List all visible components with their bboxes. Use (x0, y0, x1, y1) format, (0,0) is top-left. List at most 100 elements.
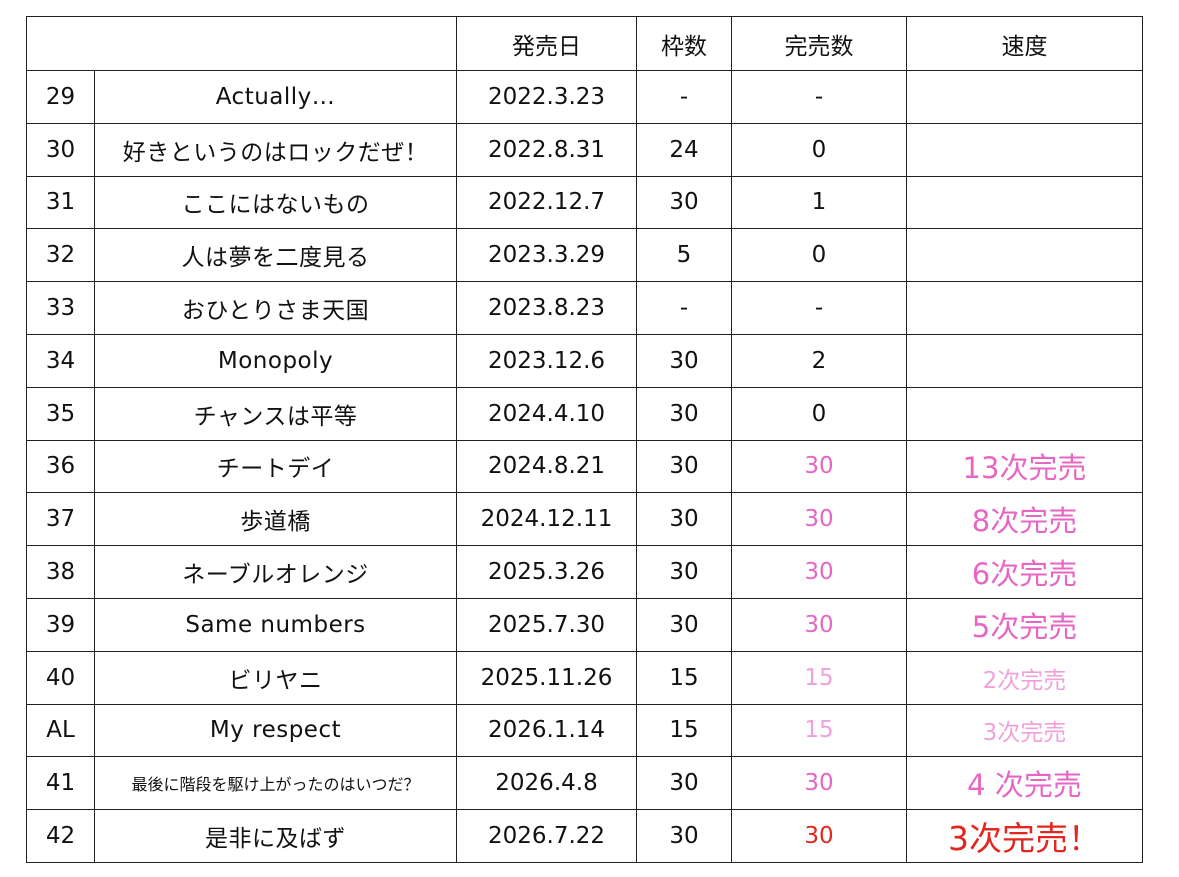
header-sold-out: 完売数 (731, 16, 907, 71)
slots-cell: 15 (636, 703, 732, 758)
release-date-cell: 2026.4.8 (456, 756, 637, 811)
sold-out-count-cell: 0 (731, 228, 907, 283)
table-row: 38 ネーブルオレンジ 2025.3.26 30 30 6次完売 (26, 545, 1143, 599)
sellout-speed-cell (906, 175, 1143, 230)
slots-cell: - (636, 70, 732, 124)
single-title-cell: ネーブルオレンジ (94, 545, 457, 599)
slots-cell: 30 (636, 333, 732, 388)
header-speed: 速度 (906, 16, 1143, 71)
table-row: 42 是非に及ばず 2026.7.22 30 30 3次完売！ (26, 809, 1143, 863)
sellout-speed-cell: 5次完売 (906, 597, 1143, 652)
row-number-cell: 30 (26, 122, 95, 177)
slots-cell: 30 (636, 597, 732, 652)
sellout-speed-cell (906, 70, 1143, 124)
single-title-cell: Same numbers (94, 597, 457, 652)
header-release-date: 発売日 (456, 16, 637, 71)
header-row: 発売日 枠数 完売数 速度 (26, 16, 1143, 71)
single-title-cell: 好きというのはロックだぜ！ (94, 122, 457, 177)
release-date-cell: 2024.8.21 (456, 439, 637, 494)
slots-cell: 30 (636, 756, 732, 811)
sold-out-count-cell: - (731, 281, 907, 335)
table-row: 32 人は夢を二度見る 2023.3.29 5 0 (26, 228, 1143, 283)
sold-out-count-cell: 1 (731, 175, 907, 230)
release-date-cell: 2023.8.23 (456, 281, 637, 335)
sellout-speed-cell (906, 228, 1143, 283)
sellout-speed-cell: 4 次完売 (906, 756, 1143, 811)
table-row: 29 Actually… 2022.3.23- - (26, 70, 1143, 124)
release-date-cell: 2025.11.26 (456, 650, 637, 705)
sold-out-count-cell: 30 (731, 756, 907, 811)
row-number-cell: AL (26, 703, 95, 758)
sales-table: 発売日 枠数 完売数 速度 29 Actually… 2022.3.23- -30 好き… (26, 16, 1143, 863)
slots-cell: 15 (636, 650, 732, 705)
release-date-cell: 2024.12.11 (456, 492, 637, 547)
single-title-cell: チートデイ (94, 439, 457, 494)
row-number-cell: 42 (26, 809, 95, 863)
single-title-cell: 是非に及ばず (94, 809, 457, 863)
release-date-cell: 2023.12.6 (456, 333, 637, 388)
table-row: 37 歩道橋 2024.12.11 30 30 8次完売 (26, 492, 1143, 547)
row-number-cell: 39 (26, 597, 95, 652)
slots-cell: - (636, 281, 732, 335)
sellout-speed-cell: 6次完売 (906, 545, 1143, 599)
slots-cell: 30 (636, 545, 732, 599)
single-title-cell: Actually… (94, 70, 457, 124)
row-number-cell: 35 (26, 386, 95, 441)
release-date-cell: 2022.3.23 (456, 70, 637, 124)
sellout-speed-cell: 3次完売 (906, 703, 1143, 758)
table-row: AL My respect 2026.1.14 15 15 3次完売 (26, 703, 1143, 758)
table-row: 31 ここにはないもの 2022.12.7 30 1 (26, 175, 1143, 230)
row-number-cell: 36 (26, 439, 95, 494)
slots-cell: 30 (636, 809, 732, 863)
release-date-cell: 2025.7.30 (456, 597, 637, 652)
slots-cell: 24 (636, 122, 732, 177)
slots-cell: 30 (636, 492, 732, 547)
row-number-cell: 31 (26, 175, 95, 230)
header-blank (26, 16, 457, 71)
sellout-speed-cell (906, 122, 1143, 177)
sold-out-count-cell: 30 (731, 597, 907, 652)
slots-cell: 5 (636, 228, 732, 283)
sellout-speed-cell: 2次完売 (906, 650, 1143, 705)
sellout-speed-cell: 3次完売！ (906, 809, 1143, 863)
sold-out-count-cell: 15 (731, 703, 907, 758)
sold-out-count-cell: 2 (731, 333, 907, 388)
table-row: 39 Same numbers 2025.7.30 30 30 5次完売 (26, 597, 1143, 652)
sold-out-count-cell: 30 (731, 492, 907, 547)
table-row: 36 チートデイ 2024.8.21 30 30 13次完売 (26, 439, 1143, 494)
sold-out-count-cell: 0 (731, 122, 907, 177)
release-date-cell: 2025.3.26 (456, 545, 637, 599)
slots-cell: 30 (636, 386, 732, 441)
table-row: 35 チャンスは平等 2024.4.10 30 0 (26, 386, 1143, 441)
row-number-cell: 34 (26, 333, 95, 388)
single-title-cell: 歩道橋 (94, 492, 457, 547)
sellout-speed-cell: 13次完売 (906, 439, 1143, 494)
table-header: 発売日 枠数 完売数 速度 (26, 16, 1143, 71)
release-date-cell: 2022.12.7 (456, 175, 637, 230)
single-title-cell: 最後に階段を駆け上がったのはいつだ？ (94, 756, 457, 811)
row-number-cell: 40 (26, 650, 95, 705)
slots-cell: 30 (636, 439, 732, 494)
slots-cell: 30 (636, 175, 732, 230)
sold-out-count-cell: 30 (731, 545, 907, 599)
sold-out-count-cell: 30 (731, 809, 907, 863)
row-number-cell: 41 (26, 756, 95, 811)
sellout-speed-cell: 8次完売 (906, 492, 1143, 547)
table-row: 41 最後に階段を駆け上がったのはいつだ？ 2026.4.8 30 30 4 次完売 (26, 756, 1143, 811)
table-row: 33 おひとりさま天国 2023.8.23- - (26, 281, 1143, 335)
row-number-cell: 33 (26, 281, 95, 335)
sellout-speed-cell (906, 386, 1143, 441)
sellout-speed-cell (906, 281, 1143, 335)
table-row: 40 ビリヤニ 2025.11.26 15 15 2次完売 (26, 650, 1143, 705)
release-date-cell: 2026.1.14 (456, 703, 637, 758)
row-number-cell: 32 (26, 228, 95, 283)
row-number-cell: 38 (26, 545, 95, 599)
sold-out-count-cell: 0 (731, 386, 907, 441)
single-title-cell: 人は夢を二度見る (94, 228, 457, 283)
single-title-cell: My respect (94, 703, 457, 758)
header-slots: 枠数 (636, 16, 732, 71)
single-title-cell: ビリヤニ (94, 650, 457, 705)
single-title-cell: Monopoly (94, 333, 457, 388)
release-date-cell: 2026.7.22 (456, 809, 637, 863)
table-body: 29 Actually… 2022.3.23- -30 好きというのはロックだぜ！ 202… (26, 70, 1143, 863)
